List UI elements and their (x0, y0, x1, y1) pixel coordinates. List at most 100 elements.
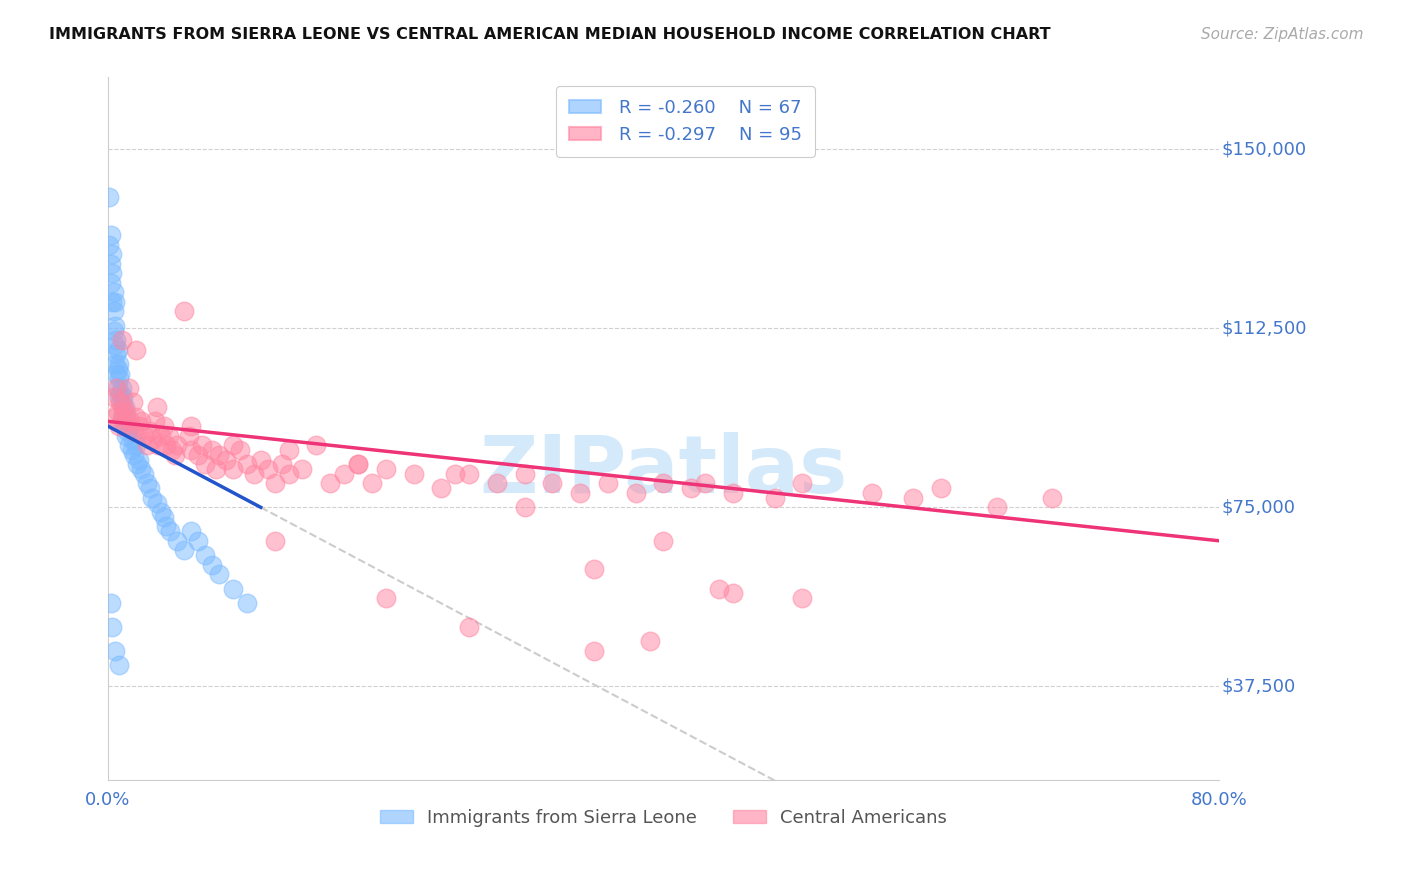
Point (104, 318, 127, 333)
Point (205, 462, 228, 476)
Point (173, 304, 195, 318)
Point (146, 438, 169, 452)
Point (569, 486, 592, 500)
Point (222, 582, 245, 596)
Point (108, 657, 131, 672)
Point (229, 443, 252, 458)
Point (112, 400, 135, 414)
Point (108, 357, 131, 371)
Point (108, 391, 131, 405)
Point (120, 419, 142, 434)
Point (263, 533, 285, 548)
Point (652, 476, 675, 491)
Point (374, 462, 396, 476)
Point (374, 591, 396, 606)
Point (236, 596, 259, 610)
Point (157, 428, 180, 442)
Point (135, 438, 157, 452)
Point (131, 462, 153, 476)
Point (159, 524, 181, 539)
Point (263, 476, 285, 491)
Point (121, 443, 143, 458)
Point (98, 190, 121, 204)
Text: Source: ZipAtlas.com: Source: ZipAtlas.com (1201, 27, 1364, 42)
Point (249, 452, 271, 467)
Point (105, 333, 128, 347)
Point (305, 438, 328, 452)
Point (145, 400, 167, 414)
Text: ZIPatlas: ZIPatlas (479, 432, 848, 509)
Point (333, 467, 356, 481)
Point (100, 257, 122, 271)
Point (194, 548, 217, 562)
Point (128, 419, 150, 434)
Point (111, 333, 134, 347)
Point (104, 295, 127, 310)
Point (986, 500, 1008, 515)
Point (101, 266, 124, 280)
Point (707, 582, 730, 596)
Legend: Immigrants from Sierra Leone, Central Americans: Immigrants from Sierra Leone, Central Am… (373, 801, 955, 834)
Point (143, 414, 166, 428)
Point (222, 438, 245, 452)
Point (513, 467, 536, 481)
Point (135, 476, 157, 491)
Point (155, 438, 177, 452)
Point (541, 476, 564, 491)
Point (177, 428, 200, 442)
Text: IMMIGRANTS FROM SIERRA LEONE VS CENTRAL AMERICAN MEDIAN HOUSEHOLD INCOME CORRELA: IMMIGRANTS FROM SIERRA LEONE VS CENTRAL … (49, 27, 1050, 42)
Point (107, 381, 129, 395)
Point (166, 533, 188, 548)
Point (125, 343, 148, 357)
Point (596, 476, 619, 491)
Point (173, 543, 195, 558)
Point (103, 304, 125, 318)
Point (270, 458, 292, 472)
Point (763, 491, 786, 505)
Point (104, 338, 127, 352)
Point (104, 357, 127, 371)
Point (149, 428, 172, 442)
Point (101, 620, 124, 634)
Point (583, 643, 606, 657)
Point (458, 467, 481, 481)
Point (115, 405, 138, 419)
Text: $150,000: $150,000 (1222, 140, 1306, 158)
Text: $112,500: $112,500 (1222, 319, 1306, 337)
Point (141, 434, 163, 448)
Point (201, 558, 224, 572)
Point (222, 462, 245, 476)
Point (792, 476, 814, 491)
Point (124, 448, 146, 462)
Point (105, 347, 128, 361)
Point (101, 247, 124, 261)
Point (122, 395, 145, 409)
Point (256, 462, 278, 476)
Point (111, 381, 134, 395)
Point (319, 476, 342, 491)
Point (583, 562, 606, 576)
Point (112, 391, 135, 405)
Point (98, 237, 121, 252)
Point (118, 438, 141, 452)
Point (792, 591, 814, 606)
Point (110, 367, 132, 381)
Point (194, 458, 217, 472)
Point (860, 486, 883, 500)
Point (104, 409, 127, 424)
Point (721, 486, 744, 500)
Text: $37,500: $37,500 (1222, 677, 1295, 696)
Point (180, 419, 202, 434)
Point (103, 324, 125, 338)
Point (103, 391, 125, 405)
Point (100, 228, 122, 243)
Point (105, 367, 128, 381)
Point (695, 476, 717, 491)
Point (291, 462, 314, 476)
Point (127, 458, 149, 472)
Point (107, 361, 129, 376)
Point (166, 438, 188, 452)
Point (125, 409, 148, 424)
Point (187, 448, 209, 462)
Point (485, 476, 508, 491)
